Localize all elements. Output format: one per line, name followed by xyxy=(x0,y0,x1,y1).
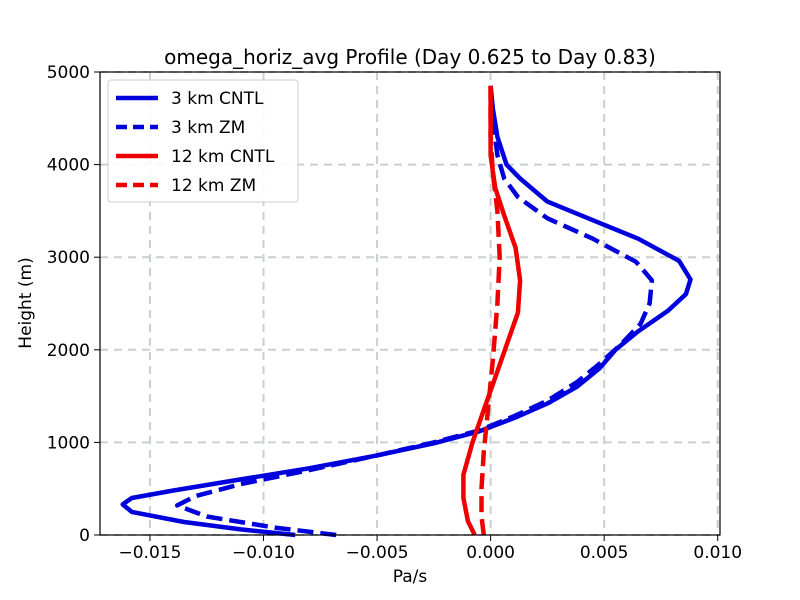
y-tick-label: 0 xyxy=(79,526,90,546)
x-axis-label: Pa/s xyxy=(393,567,428,587)
x-tick-label: −0.015 xyxy=(119,543,182,563)
x-tick-label: −0.005 xyxy=(346,543,409,563)
legend-box xyxy=(107,79,299,203)
plot-lines xyxy=(120,85,693,538)
y-tick-label: 5000 xyxy=(47,63,90,83)
y-tick-label: 2000 xyxy=(47,341,90,361)
legend-label: 12 km CNTL xyxy=(171,147,275,167)
series-line-3-km-cntl xyxy=(120,85,693,538)
plot-frame xyxy=(99,71,721,536)
chart-title: omega_horiz_avg Profile (Day 0.625 to Da… xyxy=(164,45,656,69)
series-line-12-km-cntl xyxy=(461,85,523,536)
y-tick-label: 1000 xyxy=(47,433,90,453)
y-tick-label: 4000 xyxy=(47,156,90,176)
x-tick-label: 0.000 xyxy=(466,543,515,563)
x-tick-label: −0.010 xyxy=(232,543,295,563)
series-line-12-km-zm xyxy=(479,85,502,536)
y-tick-label: 3000 xyxy=(47,248,90,268)
legend-label: 12 km ZM xyxy=(171,176,256,196)
x-tick-label: 0.010 xyxy=(693,543,742,563)
x-tick-label: 0.005 xyxy=(580,543,629,563)
legend: 3 km CNTL 3 km ZM 12 km CNTL 12 km ZM xyxy=(107,79,299,203)
y-ticks: 0 1000 2000 3000 4000 5000 xyxy=(47,63,100,546)
x-ticks: −0.015 −0.010 −0.005 0.000 0.005 0.010 xyxy=(119,535,742,563)
legend-label: 3 km ZM xyxy=(171,118,245,138)
y-axis-label: Height (m) xyxy=(16,257,36,348)
series-line-3-km-zm xyxy=(174,85,655,538)
legend-label: 3 km CNTL xyxy=(171,89,264,109)
